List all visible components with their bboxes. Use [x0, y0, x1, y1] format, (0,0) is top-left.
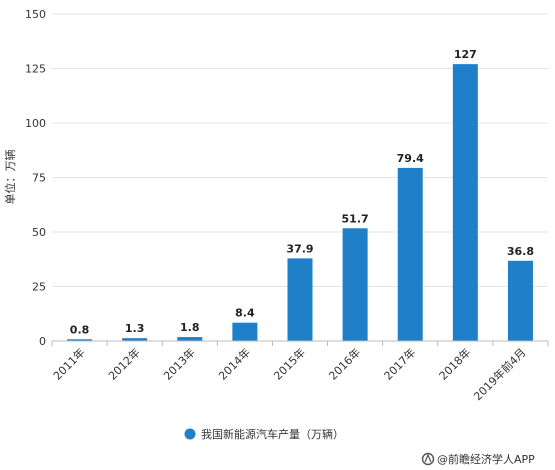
- y-tick-label: 100: [25, 117, 46, 130]
- credit-text: @前瞻经济学人APP: [437, 452, 535, 466]
- data-label: 37.9: [286, 242, 313, 255]
- y-tick-label: 0: [39, 335, 46, 348]
- x-tick-label: 2011年: [50, 345, 87, 382]
- legend-marker: [184, 428, 196, 440]
- bar[interactable]: [122, 338, 148, 341]
- y-tick-label: 125: [25, 63, 46, 76]
- y-tick-label: 50: [32, 226, 46, 239]
- y-tick-label: 150: [25, 8, 46, 21]
- brand-logo-mark: [424, 453, 432, 463]
- bars: [67, 64, 533, 341]
- x-tick-label: 2018年: [436, 345, 473, 382]
- data-labels: 0.8 1.3 1.8 8.4 37.9 51.7 79.4 127 36.8: [70, 48, 534, 336]
- y-tick-label: 25: [32, 281, 46, 294]
- legend[interactable]: 我国新能源汽车产量（万辆）: [184, 427, 345, 441]
- bar[interactable]: [67, 339, 93, 341]
- credit: @前瞻经济学人APP: [421, 452, 535, 466]
- data-label: 8.4: [235, 307, 255, 320]
- bar[interactable]: [177, 337, 203, 341]
- x-tick-label: 2014年: [216, 345, 253, 382]
- bar[interactable]: [287, 258, 313, 341]
- data-label: 1.3: [125, 322, 145, 335]
- y-tick-label: 75: [32, 172, 46, 185]
- bar[interactable]: [452, 64, 478, 341]
- x-tick-label: 2017年: [381, 345, 418, 382]
- data-label: 127: [454, 48, 477, 61]
- x-tick-label: 2013年: [160, 345, 197, 382]
- bar[interactable]: [342, 228, 368, 341]
- x-tick-label: 2016年: [326, 345, 363, 382]
- x-tick-label: 2019年前4月: [471, 345, 529, 403]
- x-tick-label: 2012年: [105, 345, 142, 382]
- brand-logo-icon: [421, 452, 435, 466]
- bar[interactable]: [397, 167, 423, 341]
- data-label: 36.8: [507, 245, 534, 258]
- x-axis-ticks: 2011年 2012年 2013年 2014年 2015年 2016年 2017年 2018年…: [50, 341, 549, 403]
- data-label: 79.4: [397, 152, 424, 165]
- y-axis-ticks: 0 25 50 75 100 125 150: [25, 8, 46, 348]
- bar[interactable]: [507, 260, 533, 341]
- x-tick-label: 2015年: [271, 345, 308, 382]
- legend-label: 我国新能源汽车产量（万辆）: [201, 427, 344, 441]
- bar[interactable]: [232, 322, 258, 341]
- data-label: 51.7: [342, 212, 369, 225]
- data-label: 0.8: [70, 323, 90, 336]
- y-axis-label: 单位：万辆: [3, 150, 17, 205]
- data-label: 1.8: [180, 321, 200, 334]
